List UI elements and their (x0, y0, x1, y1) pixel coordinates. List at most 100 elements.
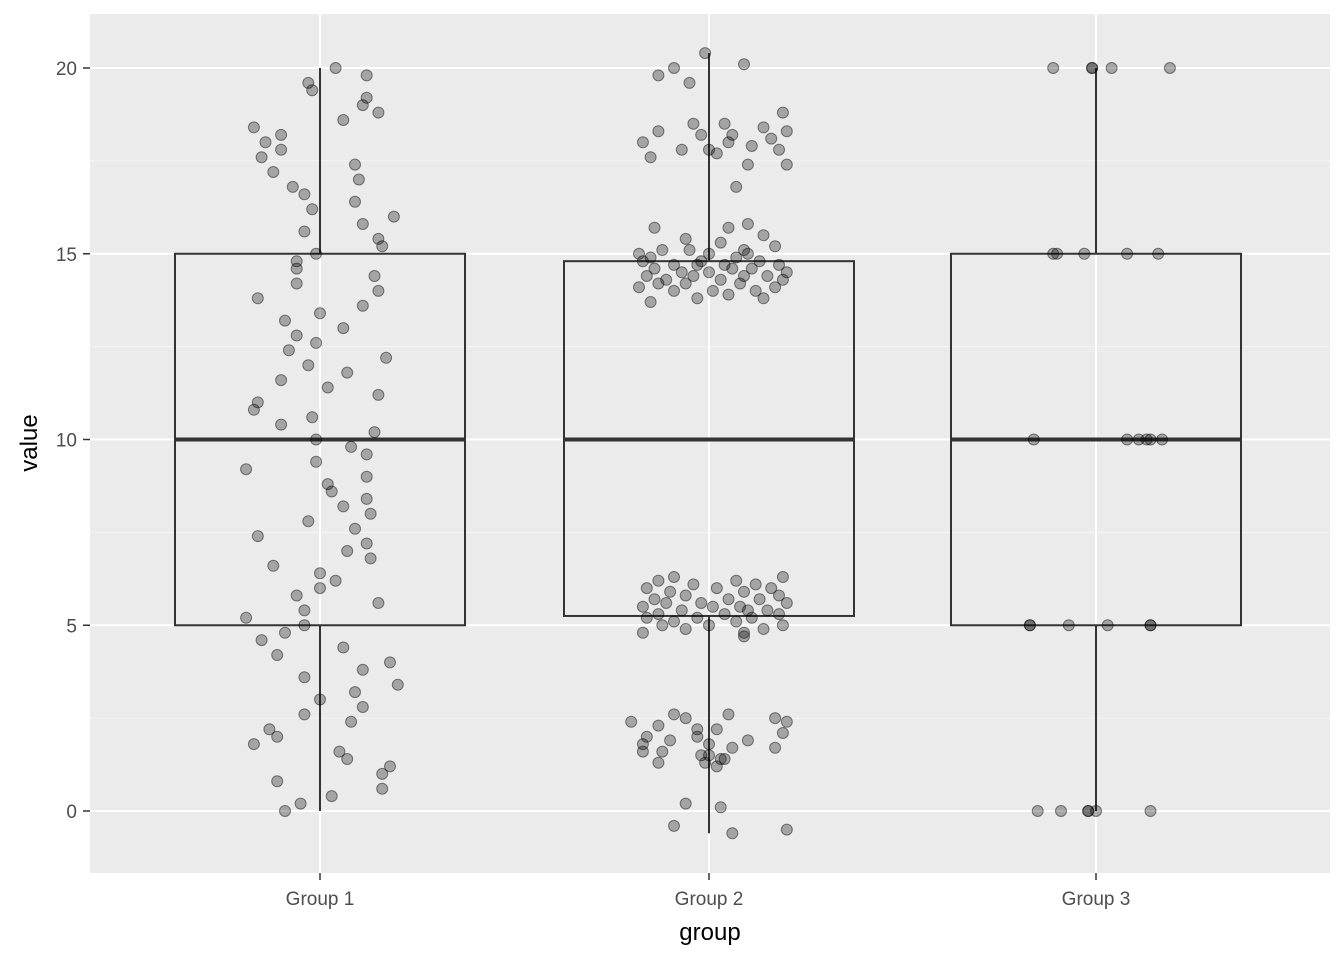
data-point (761, 270, 774, 282)
data-point (345, 440, 358, 453)
data-point (757, 623, 770, 635)
data-point (298, 619, 311, 632)
data-point (749, 578, 762, 591)
data-point (314, 567, 326, 580)
data-point (652, 756, 665, 769)
data-point (372, 284, 385, 297)
data-point (722, 136, 735, 149)
data-point (360, 470, 373, 483)
data-point (240, 611, 253, 624)
data-point (668, 258, 680, 271)
x-axis-ticks: Group 1 Group 2 Group 3 (286, 873, 1131, 910)
data-point (718, 117, 731, 130)
data-point (648, 593, 661, 606)
data-point (773, 258, 785, 271)
data-point (757, 292, 770, 305)
data-point (337, 500, 350, 513)
data-point (644, 296, 657, 308)
data-point (290, 589, 303, 602)
data-point (714, 273, 727, 286)
data-point (687, 270, 700, 282)
data-point (251, 292, 264, 305)
data-point (769, 281, 782, 294)
box-1 (174, 68, 466, 811)
data-point (1055, 805, 1067, 817)
data-point (279, 805, 291, 817)
data-point (1140, 433, 1153, 446)
data-point (352, 173, 365, 186)
data-point (703, 143, 715, 156)
boxes (174, 53, 1242, 834)
data-point (679, 623, 692, 635)
data-point (286, 180, 299, 193)
data-point (710, 723, 723, 736)
data-point (769, 741, 782, 754)
data-point (314, 307, 326, 320)
data-point (718, 608, 731, 621)
data-point (730, 251, 743, 264)
data-point (718, 258, 731, 271)
data-point (321, 381, 334, 394)
data-point (636, 738, 649, 751)
data-point (652, 608, 665, 621)
data-point (726, 262, 739, 275)
data-point (391, 678, 404, 691)
data-point (1121, 247, 1134, 260)
data-point (780, 158, 793, 171)
data-point (695, 597, 708, 609)
data-point (640, 730, 653, 743)
data-point (310, 247, 323, 260)
data-point (356, 299, 369, 312)
data-point (776, 619, 789, 632)
data-point (675, 266, 688, 279)
data-point (726, 741, 739, 754)
data-point (780, 125, 793, 138)
data-point (294, 797, 307, 810)
data-point (290, 262, 303, 275)
data-point (636, 745, 649, 758)
data-point (776, 106, 789, 119)
data-point (271, 775, 284, 788)
data-point (290, 277, 303, 290)
data-point (384, 656, 396, 669)
data-point (668, 62, 680, 74)
data-point (1051, 247, 1064, 260)
data-point (683, 244, 696, 256)
data-point (337, 641, 350, 654)
data-point (310, 455, 323, 468)
x-axis-title: group (679, 919, 740, 946)
data-point (652, 574, 665, 587)
data-point (1163, 62, 1176, 74)
data-point (1144, 619, 1157, 632)
x-tick-label: Group 2 (675, 889, 744, 910)
data-point (699, 756, 712, 769)
data-point (372, 388, 385, 401)
data-point (298, 604, 311, 617)
data-point (741, 247, 754, 260)
data-point (652, 69, 665, 82)
data-point (679, 232, 692, 245)
data-point (1078, 247, 1091, 260)
data-point (625, 715, 638, 728)
y-tick-label: 0 (66, 802, 77, 823)
data-point (640, 611, 653, 624)
data-point (251, 396, 264, 409)
data-point (372, 597, 385, 609)
data-point (718, 753, 731, 765)
data-point (306, 203, 319, 216)
data-point (1144, 805, 1157, 817)
data-point (769, 712, 782, 725)
data-point (648, 262, 661, 275)
data-point (706, 600, 719, 613)
data-point (691, 292, 704, 305)
data-point (644, 251, 657, 264)
data-point (738, 58, 750, 71)
data-point (636, 255, 649, 268)
data-point (271, 730, 284, 743)
data-point (753, 593, 766, 606)
data-point (745, 262, 758, 275)
data-point (745, 611, 758, 624)
data-point (761, 604, 774, 617)
data-point (741, 604, 754, 617)
x-tick-label: Group 3 (1062, 889, 1131, 910)
